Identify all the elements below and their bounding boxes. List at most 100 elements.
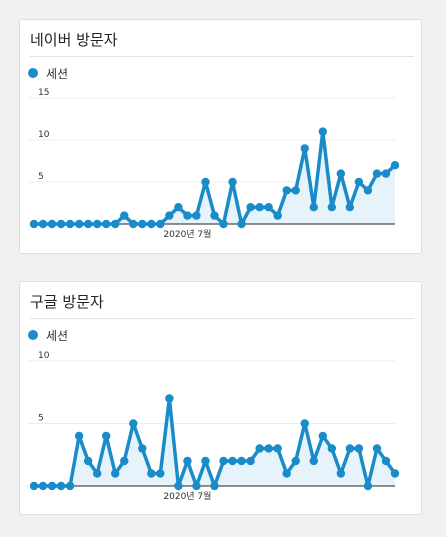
data-point[interactable] [201, 177, 210, 187]
data-point[interactable] [273, 444, 282, 453]
legend-label: 세션 [46, 328, 69, 343]
data-point[interactable] [83, 456, 93, 466]
x-tick-label: 2020년 7월 [163, 490, 211, 502]
data-point[interactable] [345, 444, 355, 453]
data-point[interactable] [381, 169, 391, 178]
data-point[interactable] [327, 203, 337, 212]
data-point[interactable] [309, 203, 318, 212]
data-point[interactable] [174, 481, 183, 491]
data-point[interactable] [183, 211, 192, 220]
data-point[interactable] [120, 211, 129, 220]
google-sessions-chart[interactable]: 5 10 2020년 7월 [20, 282, 423, 516]
data-point[interactable] [237, 456, 246, 466]
data-point[interactable] [201, 456, 210, 466]
data-point[interactable] [165, 211, 174, 220]
y-tick-label: 15 [38, 88, 49, 98]
data-point[interactable] [246, 203, 255, 212]
data-point[interactable] [138, 444, 147, 453]
chart-legend[interactable]: 세션 [28, 327, 68, 343]
naver-sessions-chart[interactable]: 5 10 15 2020년 7월 [20, 20, 423, 255]
data-point[interactable] [74, 431, 84, 441]
data-point[interactable] [219, 456, 228, 466]
data-point[interactable] [165, 394, 174, 403]
data-point[interactable] [246, 456, 255, 466]
data-point[interactable] [363, 186, 373, 195]
data-point[interactable] [318, 431, 327, 441]
data-point[interactable] [237, 219, 246, 229]
data-point[interactable] [291, 186, 300, 195]
y-tick-label: 10 [38, 351, 50, 361]
data-point[interactable] [273, 211, 282, 220]
data-point[interactable] [255, 444, 264, 453]
data-point[interactable] [156, 469, 165, 478]
legend-dot-icon [28, 330, 38, 340]
data-point[interactable] [282, 186, 291, 195]
data-point[interactable] [210, 481, 219, 491]
data-point[interactable] [47, 481, 57, 491]
data-point[interactable] [129, 419, 138, 428]
data-point[interactable] [147, 219, 156, 229]
data-point[interactable] [192, 481, 201, 491]
data-point[interactable] [282, 469, 291, 478]
data-point[interactable] [102, 431, 111, 441]
data-point[interactable] [372, 169, 382, 178]
data-point[interactable] [174, 203, 183, 212]
data-point[interactable] [29, 481, 39, 491]
data-point[interactable] [111, 219, 120, 229]
data-point[interactable] [318, 127, 327, 136]
data-point[interactable] [327, 444, 337, 453]
data-point[interactable] [92, 219, 102, 229]
data-point[interactable] [372, 444, 382, 453]
data-point[interactable] [38, 219, 48, 229]
data-point[interactable] [129, 219, 138, 229]
data-point[interactable] [345, 203, 355, 212]
data-point[interactable] [83, 219, 93, 229]
y-tick-label: 5 [38, 172, 44, 182]
data-point[interactable] [147, 469, 156, 478]
data-point[interactable] [102, 219, 111, 229]
data-point[interactable] [120, 456, 129, 466]
data-point[interactable] [336, 169, 346, 178]
legend-label: 세션 [46, 66, 69, 81]
data-point[interactable] [354, 177, 364, 187]
naver-visitors-card: 네이버 방문자 세션 5 10 15 2020년 7월 [19, 19, 422, 254]
data-point[interactable] [183, 456, 192, 466]
data-point[interactable] [138, 219, 147, 229]
data-point[interactable] [264, 444, 273, 453]
data-point[interactable] [381, 456, 391, 466]
data-point[interactable] [56, 219, 66, 229]
data-point[interactable] [354, 444, 364, 453]
data-point[interactable] [29, 219, 39, 229]
data-point[interactable] [38, 481, 48, 491]
divider [30, 318, 414, 319]
data-point[interactable] [390, 161, 400, 170]
data-point[interactable] [228, 177, 237, 187]
data-point[interactable] [192, 211, 201, 220]
card-title: 네이버 방문자 [30, 31, 118, 49]
data-point[interactable] [210, 211, 219, 220]
data-point[interactable] [300, 144, 309, 153]
data-point[interactable] [363, 481, 373, 491]
legend-dot-icon [28, 68, 38, 78]
data-point[interactable] [219, 219, 228, 229]
data-point[interactable] [309, 456, 318, 466]
data-point[interactable] [74, 219, 84, 229]
data-point[interactable] [228, 456, 237, 466]
data-point[interactable] [56, 481, 66, 491]
x-tick-label: 2020년 7월 [163, 228, 211, 240]
y-tick-label: 5 [38, 414, 44, 424]
data-point[interactable] [47, 219, 57, 229]
data-point[interactable] [390, 469, 400, 478]
data-point[interactable] [336, 469, 346, 478]
data-point[interactable] [92, 469, 102, 478]
data-point[interactable] [255, 203, 264, 212]
data-point[interactable] [111, 469, 120, 478]
google-visitors-card: 구글 방문자 세션 5 10 2020년 7월 [19, 281, 422, 515]
chart-legend[interactable]: 세션 [28, 65, 68, 81]
data-point[interactable] [65, 481, 75, 491]
data-point[interactable] [300, 419, 309, 428]
data-point[interactable] [264, 203, 273, 212]
data-point[interactable] [291, 456, 300, 466]
data-point[interactable] [156, 219, 165, 229]
data-point[interactable] [65, 219, 75, 229]
